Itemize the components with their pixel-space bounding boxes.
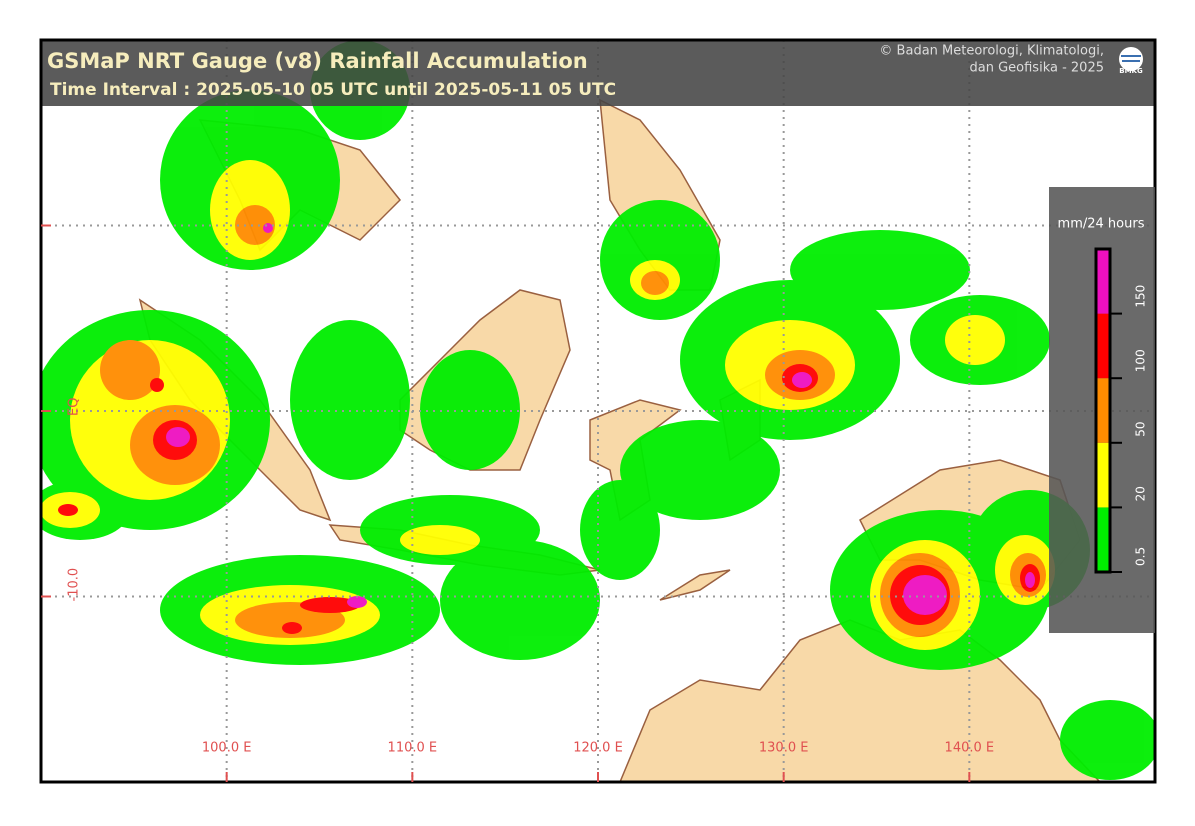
legend-tick-label: 50	[1134, 422, 1148, 437]
color-swatch	[1096, 507, 1110, 572]
legend-title: mm/24 hours	[1058, 217, 1145, 232]
map-body	[41, 40, 1155, 782]
color-swatch	[1096, 313, 1110, 379]
logo	[1119, 47, 1143, 71]
legend: mm/24 hours 0.5 20 50 100 150	[1049, 187, 1155, 633]
legend-tick-label: 150	[1134, 285, 1148, 308]
lat-label: -10.0	[67, 568, 82, 602]
lon-label: 140.0 E	[945, 741, 995, 756]
legend-tick-label: 20	[1134, 486, 1148, 501]
lon-label: 130.0 E	[759, 741, 809, 756]
lat-label: EQ	[67, 398, 82, 416]
credit: © Badan Meteorologi, Klimatologi,	[879, 44, 1104, 59]
lon-label: 100.0 E	[202, 741, 252, 756]
color-swatch	[1096, 249, 1110, 314]
title-band	[41, 40, 1155, 106]
lon-label: 120.0 E	[573, 741, 623, 756]
legend-tick-label: 0.5	[1134, 547, 1148, 566]
lon-label: 110.0 E	[388, 741, 438, 756]
subtitle: Time Interval : 2025-05-10 05 UTC until …	[50, 80, 616, 100]
color-swatch	[1096, 378, 1110, 443]
legend-tick-label: 100	[1134, 349, 1148, 372]
logo-text: BMKG	[1119, 67, 1143, 75]
graticule	[41, 40, 1155, 782]
logo-mark	[1121, 55, 1141, 62]
colorbar-frame	[1094, 247, 1112, 574]
credit: dan Geofisika - 2025	[970, 61, 1105, 76]
title: GSMaP NRT Gauge (v8) Rainfall Accumulati…	[47, 49, 588, 73]
color-swatch	[1096, 442, 1110, 508]
